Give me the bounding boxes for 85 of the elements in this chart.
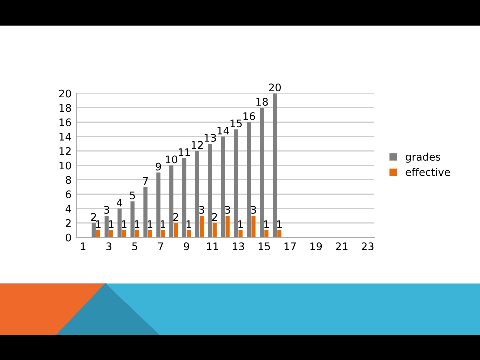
y-tick-label: 6 <box>66 190 72 199</box>
x-tick-label: 23 <box>362 242 374 251</box>
data-label: 1 <box>148 220 153 228</box>
data-label: 9 <box>156 162 162 171</box>
data-label: 15 <box>230 120 242 128</box>
bar <box>238 230 243 238</box>
data-label: 2 <box>91 213 96 222</box>
bar <box>200 216 204 238</box>
data-label: 2 <box>212 213 218 222</box>
data-label: 1 <box>186 220 192 228</box>
bar <box>109 230 114 238</box>
bar <box>187 230 192 238</box>
y-tick-label: 2 <box>66 219 71 228</box>
data-label: 20 <box>269 84 282 92</box>
data-label: 5 <box>130 192 136 200</box>
data-label: 14 <box>218 127 230 135</box>
data-label: 1 <box>109 220 114 228</box>
data-label: 1 <box>238 220 244 228</box>
data-label: 3 <box>225 206 230 214</box>
data-label: 2 <box>174 213 178 222</box>
x-tick-label: 15 <box>258 242 270 251</box>
bar <box>161 230 166 238</box>
bar <box>221 136 226 238</box>
y-tick-label: 10 <box>60 162 72 170</box>
bar <box>264 230 269 238</box>
x-tick-label: 21 <box>336 242 348 250</box>
data-label: 1 <box>264 220 270 228</box>
data-label: 3 <box>104 206 110 214</box>
bar <box>118 208 122 238</box>
bar <box>278 230 282 238</box>
data-label: 12 <box>192 141 204 150</box>
data-label: 1 <box>277 220 282 228</box>
bar <box>273 94 278 238</box>
x-tick-label: 19 <box>310 242 322 251</box>
x-tick-label: 17 <box>284 242 296 250</box>
bar <box>144 187 148 238</box>
x-tick-label: 9 <box>184 242 190 251</box>
legend-label: effective <box>406 168 450 176</box>
data-label: 18 <box>256 98 268 106</box>
data-label: 16 <box>244 112 256 120</box>
data-label: 13 <box>204 134 216 142</box>
y-tick-label: 16 <box>60 118 72 127</box>
bar <box>170 166 174 238</box>
data-label: 1 <box>161 220 166 228</box>
data-label: 3 <box>251 206 256 214</box>
data-label: 1 <box>122 220 127 228</box>
bar <box>252 216 256 238</box>
data-label: 4 <box>117 199 123 207</box>
y-tick-label: 12 <box>60 147 71 156</box>
x-tick-label: 7 <box>158 242 164 250</box>
bar <box>104 216 109 238</box>
y-tick-label: 14 <box>60 133 72 141</box>
y-tick-label: 18 <box>60 104 72 112</box>
y-tick-label: 4 <box>66 205 72 213</box>
data-label: 11 <box>179 148 190 156</box>
bar <box>174 223 178 238</box>
x-tick-label: 13 <box>233 242 244 251</box>
bar <box>92 223 96 238</box>
x-tick-label: 1 <box>81 242 86 250</box>
bar <box>212 223 217 238</box>
bar <box>234 130 238 238</box>
data-label: 1 <box>135 220 140 228</box>
bar <box>182 158 187 238</box>
bar <box>122 230 126 238</box>
data-label: 3 <box>199 206 204 214</box>
bar <box>96 230 101 238</box>
bar <box>195 151 200 238</box>
bar <box>226 216 230 238</box>
bar <box>247 122 252 238</box>
y-tick-label: 0 <box>66 234 72 242</box>
bar <box>130 202 135 238</box>
bar <box>156 172 161 238</box>
bar <box>135 230 140 238</box>
bar <box>208 144 212 238</box>
y-tick-label: 20 <box>59 90 72 98</box>
x-tick-label: 5 <box>132 242 138 251</box>
legend-label: grades <box>406 152 441 163</box>
data-label: 7 <box>143 177 148 186</box>
x-tick-label: 3 <box>106 242 112 251</box>
data-label: 1 <box>96 220 101 228</box>
data-label: 10 <box>166 156 178 164</box>
y-tick-label: 8 <box>66 176 72 184</box>
bar <box>148 230 152 238</box>
bar <box>260 108 264 238</box>
x-tick-label: 11 <box>207 242 218 250</box>
